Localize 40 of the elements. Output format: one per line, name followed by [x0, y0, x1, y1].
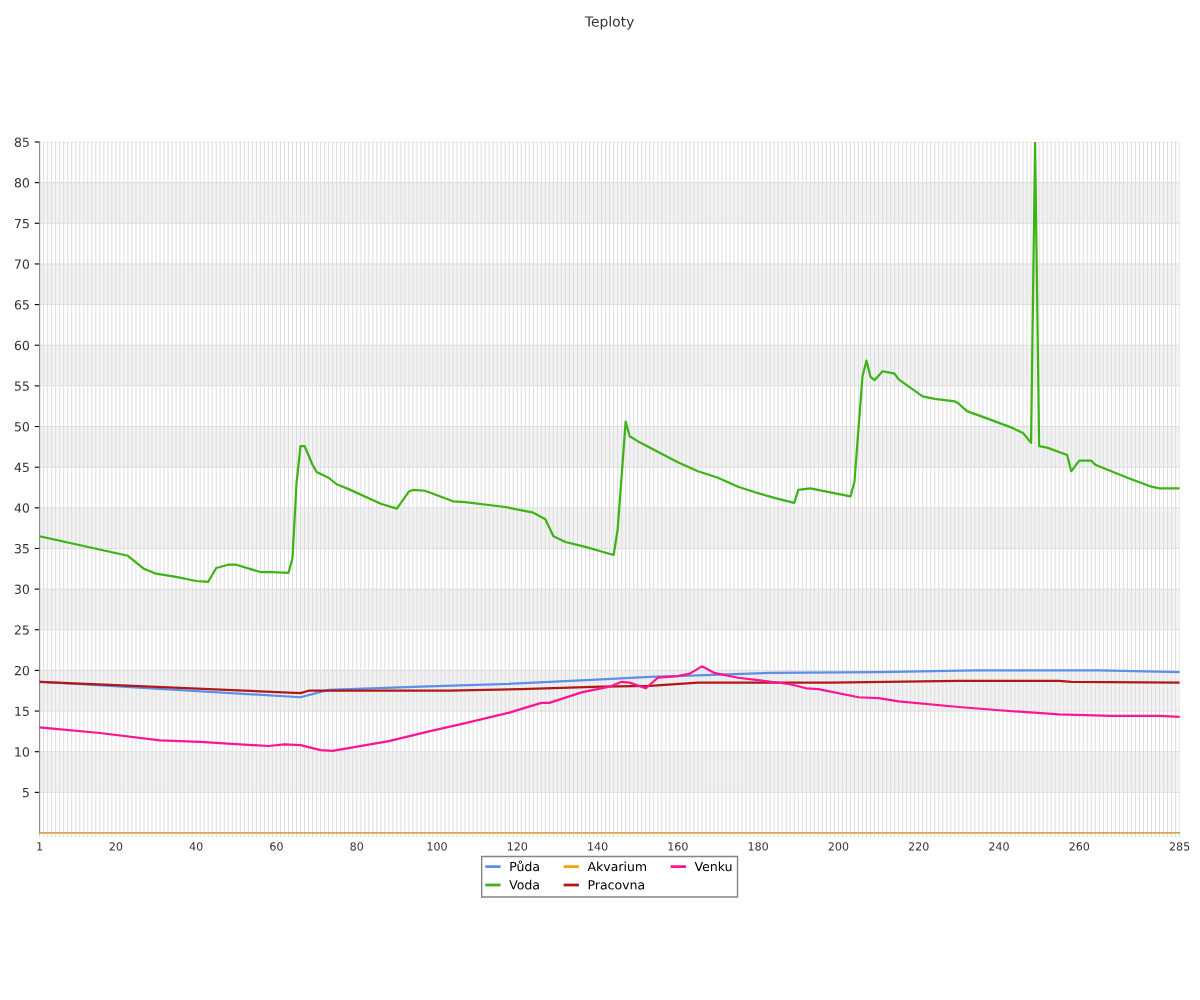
y-tick-label: 45	[14, 462, 29, 473]
x-tick-label: 160	[668, 842, 688, 851]
y-tick-label: 85	[14, 137, 29, 147]
y-tick-label: 70	[15, 259, 30, 269]
x-tick-label: 80	[350, 842, 364, 851]
y-tick-label: 10	[15, 747, 30, 757]
x-tick-label: 240	[989, 842, 1009, 851]
y-tick-label: 20	[14, 665, 30, 676]
legend-label: Akvarium	[587, 861, 646, 872]
y-tick-label: 30	[14, 584, 30, 595]
y-tick-label: 65	[14, 300, 29, 310]
x-tick-label: 285	[1169, 842, 1190, 851]
x-tick-label: 180	[748, 842, 768, 851]
y-tick-label: 15	[15, 706, 29, 716]
x-tick-label: 60	[270, 842, 283, 851]
y-tick-label: 25	[14, 625, 29, 635]
x-tick-label: 140	[588, 842, 608, 851]
y-tick-label: 80	[14, 178, 30, 188]
y-tick-label: 55	[14, 381, 29, 391]
legend-label: Venku	[694, 861, 732, 872]
x-tick-label: 200	[828, 842, 849, 851]
y-tick-label: 40	[14, 503, 30, 513]
x-tick-label: 20	[109, 842, 123, 851]
x-tick-label: 260	[1069, 842, 1090, 851]
x-tick-label: 100	[427, 842, 447, 851]
legend-label: Voda	[509, 879, 539, 890]
chart-title: Teploty	[584, 16, 634, 30]
line-series	[39, 679, 1180, 695]
y-tick-label: 35	[14, 543, 29, 554]
x-tick-label: 120	[507, 842, 528, 851]
x-tick-label: 1	[37, 842, 43, 851]
legend-label: Pracovna	[588, 880, 644, 890]
line-series	[39, 665, 1180, 752]
y-tick-label: 50	[14, 422, 30, 432]
y-tick-label: 5	[22, 787, 29, 798]
x-tick-label: 220	[908, 842, 929, 851]
legend-label: Půda	[510, 860, 539, 872]
x-tick-label: 40	[189, 842, 203, 851]
y-tick-label: 60	[14, 340, 30, 351]
y-tick-label: 75	[15, 218, 29, 229]
